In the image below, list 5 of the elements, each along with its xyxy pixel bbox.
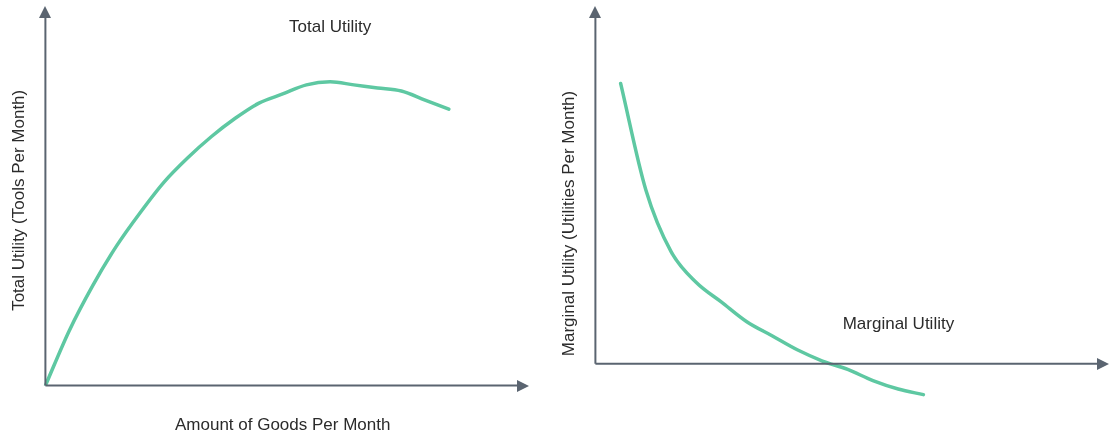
y-axis-title: Marginal Utility (Utilities Per Month)	[558, 90, 578, 357]
x-axis-title: Amount of Goods Per Month	[174, 415, 391, 435]
y-axis-title: Total Utility (Tools Per Month)	[8, 89, 28, 311]
text: Total Utility	[289, 16, 372, 36]
annotation: Marginal Utility	[842, 313, 955, 333]
